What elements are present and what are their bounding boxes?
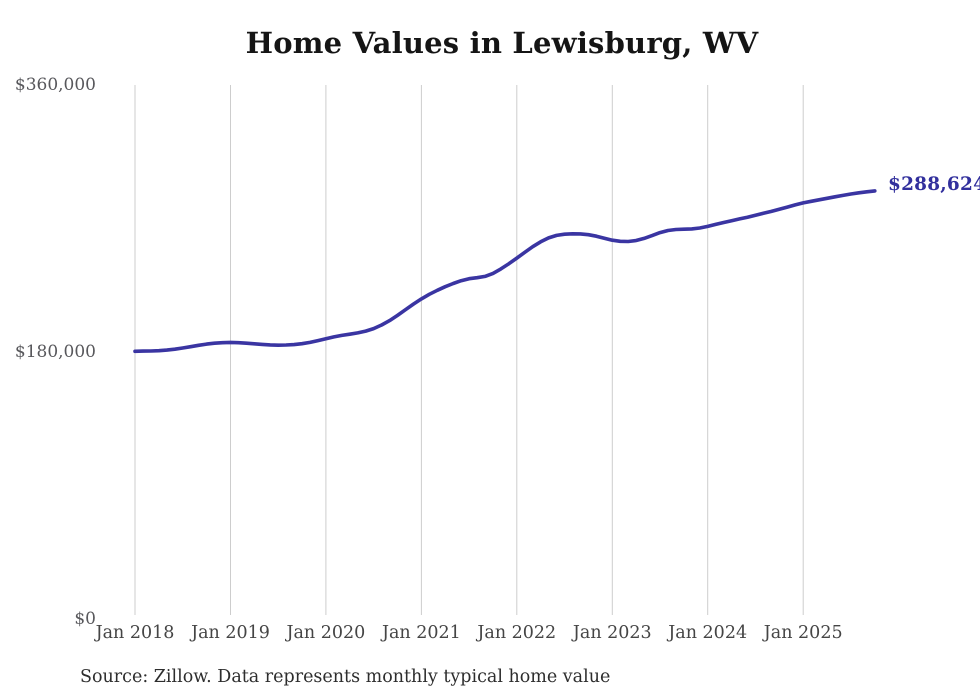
x-tick-label: Jan 2024 [668, 623, 748, 643]
y-tick-label: $360,000 [14, 74, 96, 95]
x-tick-label: Jan 2025 [763, 623, 843, 643]
x-tick-label: Jan 2020 [286, 623, 366, 643]
y-tick-label: $0 [74, 608, 96, 629]
x-tick-label: Jan 2021 [381, 623, 461, 643]
gridline-group [134, 85, 804, 615]
x-tick-label: Jan 2023 [572, 623, 652, 643]
chart-title: Home Values in Lewisburg, WV [245, 26, 759, 60]
x-tick-label: Jan 2019 [191, 623, 270, 643]
home-value-line [133, 189, 877, 354]
source-note: Source: Zillow. Data represents monthly … [80, 667, 611, 687]
y-tick-label: $180,000 [14, 341, 96, 362]
latest-value-label: $288,624 [888, 174, 980, 195]
x-tick-label: Jan 2022 [477, 623, 557, 643]
x-tick-label: Jan 2018 [95, 623, 175, 643]
